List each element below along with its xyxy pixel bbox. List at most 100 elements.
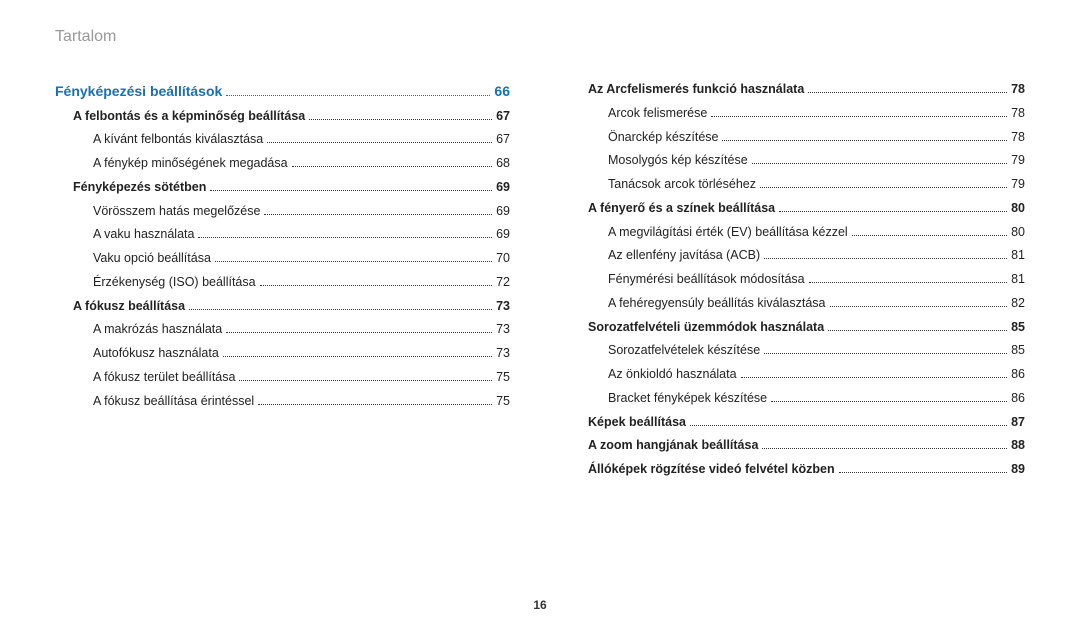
- toc-leader: [690, 425, 1007, 426]
- toc-entry-page: 89: [1011, 458, 1025, 482]
- toc-entry-title: Az Arcfelismerés funkció használata: [588, 78, 804, 102]
- toc-leader: [226, 95, 490, 96]
- toc-entry-title: A megvilágítási érték (EV) beállítása ké…: [608, 221, 848, 245]
- toc-entry-page: 69: [496, 176, 510, 200]
- toc-entry-title: A zoom hangjának beállítása: [588, 434, 758, 458]
- toc-entry[interactable]: A megvilágítási érték (EV) beállítása ké…: [570, 221, 1025, 245]
- toc-entry-title: Vörösszem hatás megelőzése: [93, 200, 260, 224]
- toc-leader: [711, 116, 1007, 117]
- toc-entry[interactable]: Fényképezési beállítások66: [55, 78, 510, 105]
- toc-leader: [260, 285, 493, 286]
- toc-leader: [741, 377, 1008, 378]
- toc-entry[interactable]: Az önkioldó használata86: [570, 363, 1025, 387]
- toc-entry[interactable]: Sorozatfelvételek készítése85: [570, 339, 1025, 363]
- toc-entry[interactable]: A felbontás és a képminőség beállítása 67: [55, 105, 510, 129]
- toc-leader: [189, 309, 492, 310]
- toc-entry-page: 75: [496, 366, 510, 390]
- toc-entry[interactable]: Vörösszem hatás megelőzése69: [55, 200, 510, 224]
- toc-entry-page: 67: [496, 105, 510, 129]
- toc-entry-page: 85: [1011, 316, 1025, 340]
- toc-entry-page: 78: [1011, 102, 1025, 126]
- toc-entry-title: Autofókusz használata: [93, 342, 219, 366]
- toc-entry-title: A fehéregyensúly beállítás kiválasztása: [608, 292, 826, 316]
- toc-entry[interactable]: A fehéregyensúly beállítás kiválasztása 8…: [570, 292, 1025, 316]
- page-number: 16: [0, 598, 1080, 612]
- toc-entry-page: 72: [496, 271, 510, 295]
- toc-entry-page: 70: [496, 247, 510, 271]
- toc-entry-title: Fénymérési beállítások módosítása: [608, 268, 805, 292]
- toc-entry-page: 75: [496, 390, 510, 414]
- toc-leader: [762, 448, 1007, 449]
- toc-entry[interactable]: Az ellenfény javítása (ACB)81: [570, 244, 1025, 268]
- toc-entry-title: Sorozatfelvételi üzemmódok használata: [588, 316, 824, 340]
- toc-entry-page: 85: [1011, 339, 1025, 363]
- toc-entry[interactable]: Érzékenység (ISO) beállítása72: [55, 271, 510, 295]
- toc-entry[interactable]: A vaku használata69: [55, 223, 510, 247]
- toc-leader: [223, 356, 492, 357]
- toc-leader: [764, 258, 1007, 259]
- toc-entry[interactable]: Vaku opció beállítása70: [55, 247, 510, 271]
- toc-left-column: Fényképezési beállítások66A felbontás és…: [55, 78, 510, 482]
- toc-entry-title: A fókusz beállítása érintéssel: [93, 390, 254, 414]
- toc-leader: [808, 92, 1007, 93]
- toc-leader: [828, 330, 1007, 331]
- toc-entry[interactable]: Mosolygós kép készítése79: [570, 149, 1025, 173]
- toc-leader: [264, 214, 492, 215]
- toc-entry[interactable]: A fényerő és a színek beállítása80: [570, 197, 1025, 221]
- toc-entry-page: 80: [1011, 221, 1025, 245]
- toc-entry[interactable]: A zoom hangjának beállítása88: [570, 434, 1025, 458]
- toc-entry[interactable]: A makrózás használata73: [55, 318, 510, 342]
- toc-entry-page: 80: [1011, 197, 1025, 221]
- toc-entry-page: 81: [1011, 244, 1025, 268]
- toc-leader: [267, 142, 492, 143]
- toc-entry[interactable]: Sorozatfelvételi üzemmódok használata 85: [570, 316, 1025, 340]
- toc-leader: [839, 472, 1007, 473]
- toc-entry-title: Képek beállítása: [588, 411, 686, 435]
- toc-leader: [830, 306, 1008, 307]
- toc-entry[interactable]: Tanácsok arcok törléséhez79: [570, 173, 1025, 197]
- toc-entry-title: Tanácsok arcok törléséhez: [608, 173, 756, 197]
- toc-entry[interactable]: A fókusz terület beállítása75: [55, 366, 510, 390]
- toc-entry-page: 68: [496, 152, 510, 176]
- toc-entry[interactable]: Állóképek rögzítése videó felvétel közbe…: [570, 458, 1025, 482]
- toc-entry[interactable]: A fókusz beállítása érintéssel 75: [55, 390, 510, 414]
- toc-entry-page: 78: [1011, 126, 1025, 150]
- toc-leader: [198, 237, 492, 238]
- toc-entry-page: 82: [1011, 292, 1025, 316]
- toc-leader: [226, 332, 492, 333]
- toc-entry-page: 73: [496, 295, 510, 319]
- toc-entry-title: Arcok felismerése: [608, 102, 707, 126]
- toc-leader: [852, 235, 1007, 236]
- toc-entry[interactable]: Az Arcfelismerés funkció használata78: [570, 78, 1025, 102]
- toc-entry[interactable]: A fénykép minőségének megadása68: [55, 152, 510, 176]
- toc-entry-title: Bracket fényképek készítése: [608, 387, 767, 411]
- toc-entry[interactable]: A fókusz beállítása 73: [55, 295, 510, 319]
- toc-entry-title: A felbontás és a képminőség beállítása: [73, 105, 305, 129]
- toc-entry-title: A kívánt felbontás kiválasztása: [93, 128, 263, 152]
- toc-entry[interactable]: Arcok felismerése 78: [570, 102, 1025, 126]
- toc-entry-page: 67: [496, 128, 510, 152]
- toc-entry[interactable]: Fényképezés sötétben 69: [55, 176, 510, 200]
- toc-entry-title: Az önkioldó használata: [608, 363, 737, 387]
- toc-entry-title: A vaku használata: [93, 223, 194, 247]
- toc-leader: [809, 282, 1007, 283]
- toc-entry[interactable]: Képek beállítása87: [570, 411, 1025, 435]
- toc-entry[interactable]: Önarckép készítése 78: [570, 126, 1025, 150]
- toc-entry[interactable]: Fénymérési beállítások módosítása 81: [570, 268, 1025, 292]
- page-header: Tartalom: [55, 28, 1025, 46]
- toc-entry-title: Mosolygós kép készítése: [608, 149, 748, 173]
- toc-entry-page: 81: [1011, 268, 1025, 292]
- toc-entry-title: Önarckép készítése: [608, 126, 718, 150]
- toc-leader: [779, 211, 1007, 212]
- toc-leader: [215, 261, 492, 262]
- toc-leader: [722, 140, 1007, 141]
- toc-entry-title: A fókusz beállítása: [73, 295, 185, 319]
- toc-leader: [239, 380, 492, 381]
- toc-entry[interactable]: A kívánt felbontás kiválasztása 67: [55, 128, 510, 152]
- toc-entry-title: Fényképezés sötétben: [73, 176, 206, 200]
- toc-leader: [292, 166, 493, 167]
- toc-entry[interactable]: Bracket fényképek készítése86: [570, 387, 1025, 411]
- toc-entry-title: A makrózás használata: [93, 318, 222, 342]
- toc-leader: [309, 119, 492, 120]
- toc-entry[interactable]: Autofókusz használata73: [55, 342, 510, 366]
